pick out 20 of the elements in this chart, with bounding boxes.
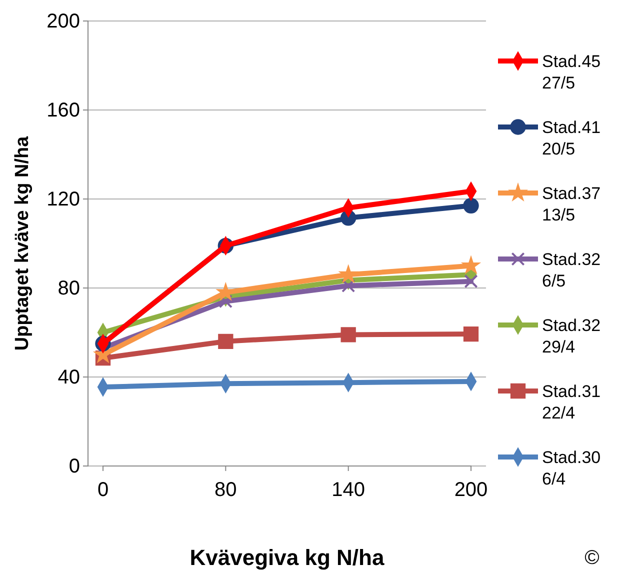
x-tick-label: 140 xyxy=(332,479,366,501)
y-axis-title: Upptaget kväve kg N/ha xyxy=(12,136,33,351)
legend-label: Stad.45 27/5 xyxy=(542,52,601,92)
y-tick-label: 160 xyxy=(46,99,80,122)
text: © xyxy=(584,547,600,569)
y-tick-label: 120 xyxy=(46,188,80,210)
y-tick-label: 200 xyxy=(46,10,80,32)
x-tick-label: 200 xyxy=(454,479,488,501)
y-tick-label: 40 xyxy=(58,366,80,388)
legend-label: Stad.41 20/5 xyxy=(542,118,601,158)
legend-label: Stad.32 29/4 xyxy=(542,316,601,356)
legend-label: Stad.30 6/4 xyxy=(542,448,601,488)
y-tick-label: 80 xyxy=(58,277,80,300)
x-tick-label: 0 xyxy=(97,479,109,501)
y-tick-label: 0 xyxy=(68,455,80,478)
x-tick-label: 80 xyxy=(214,479,237,501)
x-axis-title: Kvävegiva kg N/ha xyxy=(190,545,385,570)
legend-label: Stad.31 22/4 xyxy=(542,382,601,422)
legend-label: Stad.37 13/5 xyxy=(542,184,601,224)
legend-label: Stad.32 6/5 xyxy=(542,250,601,290)
